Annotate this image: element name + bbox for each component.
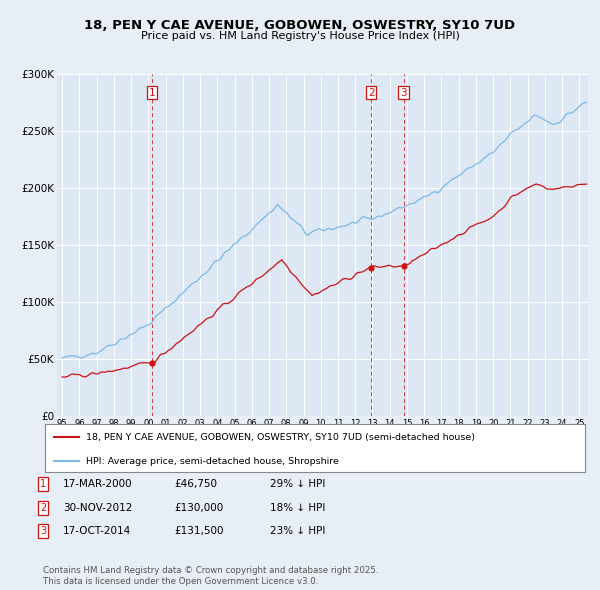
Text: 17-OCT-2014: 17-OCT-2014 [63,526,131,536]
Text: Contains HM Land Registry data © Crown copyright and database right 2025.: Contains HM Land Registry data © Crown c… [43,566,379,575]
Text: 18% ↓ HPI: 18% ↓ HPI [270,503,325,513]
Text: 30-NOV-2012: 30-NOV-2012 [63,503,133,513]
Text: 29% ↓ HPI: 29% ↓ HPI [270,479,325,489]
Text: 3: 3 [40,526,46,536]
Text: 18, PEN Y CAE AVENUE, GOBOWEN, OSWESTRY, SY10 7UD (semi-detached house): 18, PEN Y CAE AVENUE, GOBOWEN, OSWESTRY,… [86,432,475,442]
Text: 1: 1 [149,87,155,97]
Text: This data is licensed under the Open Government Licence v3.0.: This data is licensed under the Open Gov… [43,577,319,586]
Text: 3: 3 [400,87,407,97]
Text: 23% ↓ HPI: 23% ↓ HPI [270,526,325,536]
Text: £131,500: £131,500 [174,526,223,536]
Text: 2: 2 [368,87,374,97]
Text: HPI: Average price, semi-detached house, Shropshire: HPI: Average price, semi-detached house,… [86,457,338,466]
Text: Price paid vs. HM Land Registry's House Price Index (HPI): Price paid vs. HM Land Registry's House … [140,31,460,41]
Text: 1: 1 [40,479,46,489]
Text: 18, PEN Y CAE AVENUE, GOBOWEN, OSWESTRY, SY10 7UD: 18, PEN Y CAE AVENUE, GOBOWEN, OSWESTRY,… [85,19,515,32]
Text: £46,750: £46,750 [174,479,217,489]
Text: 17-MAR-2000: 17-MAR-2000 [63,479,133,489]
Text: 2: 2 [40,503,46,513]
Text: £130,000: £130,000 [174,503,223,513]
